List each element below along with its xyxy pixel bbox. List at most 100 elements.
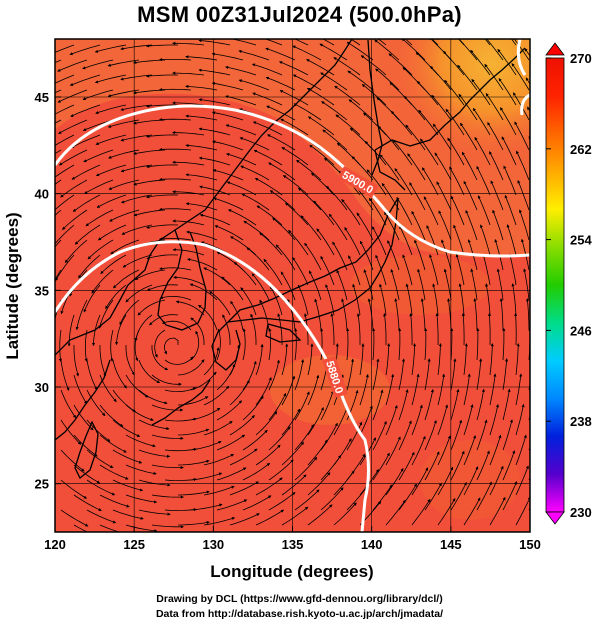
streamline [424,358,431,391]
streamline [55,89,62,94]
streamline [309,144,335,166]
streamline [94,44,127,53]
streamline [86,479,116,496]
streamline [99,345,107,377]
streamline [424,419,437,451]
streamline [294,489,320,511]
streamline [57,59,88,72]
streamline [73,464,101,484]
streamline [60,509,89,527]
streamline [69,44,101,56]
streamline [320,328,324,361]
streamline [450,482,467,511]
streamline [58,149,88,166]
streamline [392,139,413,166]
streamline [112,419,141,437]
streamline [356,212,374,241]
streamline [99,524,121,532]
streamline [399,225,413,256]
streamline [229,448,258,466]
streamline [402,254,413,286]
streamline [100,254,127,274]
streamline [214,225,244,241]
streamline [499,298,504,331]
streamline [255,477,283,496]
streamline [246,247,270,271]
streamline [322,39,335,46]
streamline [229,513,260,526]
streamline [515,373,523,406]
streamline [185,114,218,121]
streamline [69,74,101,86]
streamline [251,273,270,301]
streamline [146,194,179,199]
streamline [242,462,271,481]
streamline [70,134,101,149]
streamline [474,136,491,166]
streamline [450,195,465,226]
streamline [159,207,192,211]
streamline [255,509,285,526]
x-tick-label: 120 [44,537,66,552]
streamline [424,388,434,421]
streamline [125,345,135,376]
streamline [177,459,210,466]
streamline [437,404,449,436]
streamline [138,359,161,384]
streamline [385,499,406,526]
streamline [518,209,530,241]
streamline [122,254,153,268]
streamline [172,41,205,46]
streamline [423,196,439,226]
streamline [134,269,166,280]
streamline [266,105,296,121]
streamline [306,59,335,76]
streamline [230,300,244,331]
streamline [198,127,231,136]
streamline [95,164,127,177]
streamline [190,317,205,345]
streamline [398,451,415,481]
streamline [272,217,296,241]
streamline [216,434,246,451]
streamline [414,239,426,271]
streamline [514,121,530,151]
streamline [348,255,361,286]
streamline [185,84,218,91]
streamline [420,138,439,166]
streamline [341,198,361,226]
streamline [528,507,530,511]
streamline [145,44,178,48]
streamline [125,284,153,303]
credit-text: Drawing by DCL (https://www.gfd-dennou.o… [0,592,599,622]
streamline [437,498,456,526]
streamline [377,125,400,151]
streamline [58,329,62,362]
streamline [86,359,98,391]
x-tick-label: 150 [519,537,541,552]
y-tick-label: 25 [35,477,49,492]
streamline [394,298,400,331]
streamline [159,266,192,271]
streamline [138,389,168,405]
streamline [225,124,257,136]
streamline [225,95,257,106]
streamline [417,268,426,301]
streamline [489,496,506,526]
streamline [490,180,504,211]
streamline [84,179,114,194]
streamline [398,420,412,451]
streamline [374,39,400,61]
streamline [472,107,491,136]
lat-lon-grid [55,39,530,532]
streamline [396,196,413,226]
streamline [534,225,542,256]
streamline [350,39,361,46]
streamline [58,119,88,134]
streamline [332,241,348,271]
streamline [528,135,530,140]
streamline [463,343,468,376]
streamline [398,358,406,391]
y-tick-label: 40 [35,187,49,202]
streamline [411,404,423,436]
